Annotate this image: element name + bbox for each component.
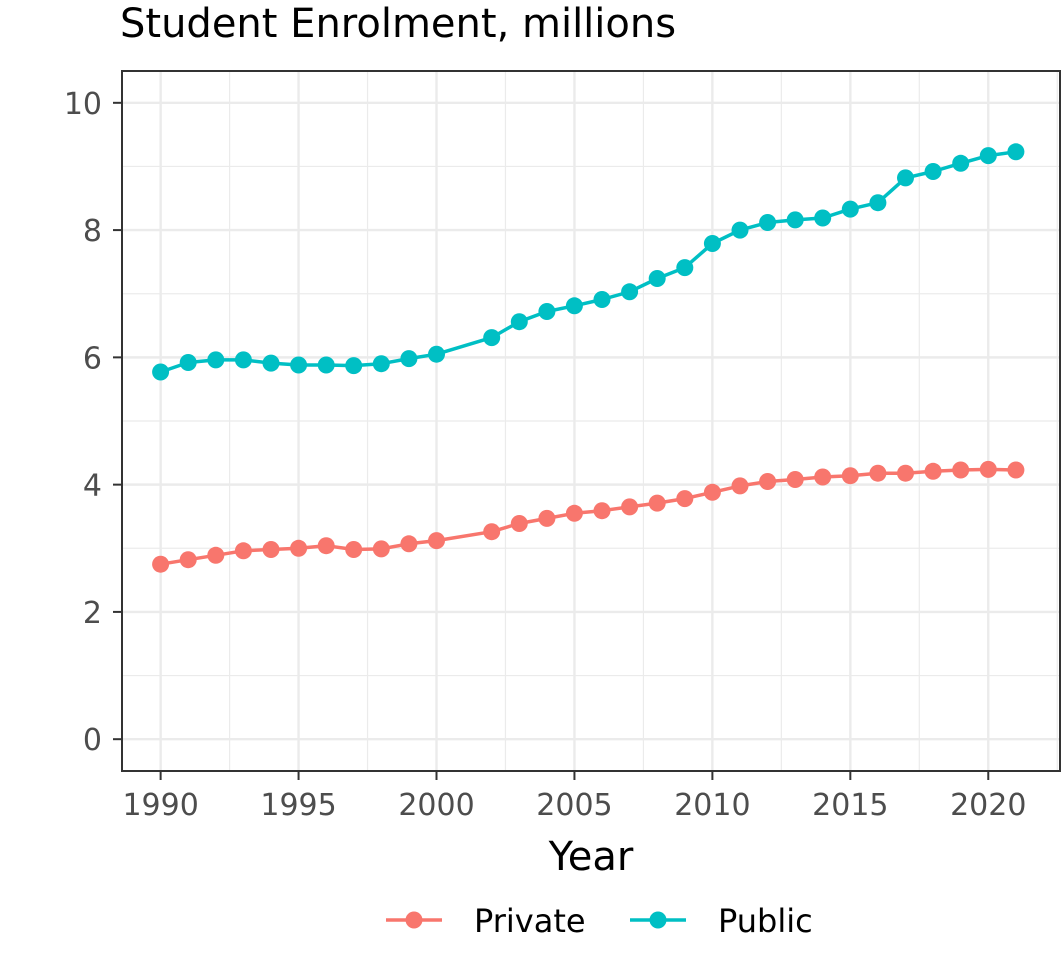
data-point-private	[290, 539, 308, 557]
data-point-public	[676, 259, 694, 277]
data-point-private	[786, 471, 804, 488]
legend-label-public: Public	[718, 902, 813, 940]
legend-item-public: Public	[630, 902, 813, 940]
data-point-private	[510, 515, 528, 532]
data-point-private	[952, 461, 970, 479]
data-point-private	[593, 502, 611, 520]
data-point-private	[152, 555, 170, 573]
x-tick-label: 2005	[536, 788, 612, 823]
data-point-private	[869, 464, 887, 482]
data-point-private	[676, 490, 694, 508]
legend-item-private: Private	[386, 902, 586, 940]
data-point-public	[703, 235, 721, 252]
series-layer	[152, 143, 1025, 573]
x-tick-label: 1995	[260, 788, 336, 823]
major-gridlines	[122, 71, 1060, 771]
x-tick-label: 2010	[674, 788, 750, 823]
data-point-public	[565, 297, 583, 315]
series-public	[152, 143, 1025, 381]
data-point-public	[593, 291, 611, 308]
data-point-private	[814, 468, 832, 486]
data-point-public	[841, 200, 859, 218]
data-point-public	[786, 211, 804, 229]
data-point-public	[924, 163, 942, 180]
data-point-public	[483, 329, 501, 347]
data-point-public	[759, 214, 777, 231]
data-point-private	[621, 498, 639, 516]
data-point-private	[759, 473, 777, 490]
data-point-private	[317, 537, 335, 555]
data-point-public	[179, 354, 197, 371]
x-tick-label: 2020	[950, 788, 1026, 823]
data-point-public	[152, 363, 170, 381]
y-tick-label: 6	[83, 341, 102, 376]
data-point-public	[1007, 143, 1025, 161]
data-point-private	[841, 467, 859, 485]
legend-label-private: Private	[474, 902, 586, 940]
data-point-public	[510, 313, 528, 331]
data-point-private	[648, 494, 666, 512]
data-point-public	[234, 351, 252, 369]
x-axis-title: Year	[548, 834, 634, 880]
data-point-private	[924, 462, 942, 480]
y-tick-label: 2	[83, 596, 102, 631]
data-point-private	[400, 535, 418, 553]
data-point-private	[207, 546, 225, 564]
data-point-private	[428, 532, 445, 550]
legend-key-point	[649, 911, 667, 929]
data-point-public	[979, 147, 997, 165]
data-point-public	[538, 303, 556, 320]
data-point-public	[648, 270, 666, 287]
y-tick-label: 0	[83, 723, 102, 758]
data-point-public	[869, 194, 887, 212]
data-point-private	[483, 523, 501, 541]
series-private	[152, 460, 1025, 573]
data-point-private	[179, 551, 197, 569]
y-tick-label: 8	[83, 214, 102, 249]
legend: Private Public	[386, 902, 813, 940]
data-point-public	[290, 356, 308, 374]
x-tick-label: 1990	[122, 788, 198, 823]
data-point-public	[731, 221, 749, 239]
data-point-private	[731, 477, 749, 495]
data-point-public	[345, 357, 363, 375]
data-point-public	[952, 154, 970, 172]
data-point-public	[207, 351, 225, 369]
data-point-private	[979, 460, 997, 478]
data-point-public	[428, 345, 445, 363]
data-point-public	[317, 356, 335, 374]
data-point-public	[897, 169, 914, 187]
data-point-private	[262, 541, 280, 558]
data-point-private	[538, 509, 556, 527]
y-axis: 0 2 4 6 8 10	[64, 87, 122, 758]
y-tick-label: 4	[83, 469, 102, 504]
data-point-private	[345, 541, 363, 558]
y-tick-label: 10	[64, 87, 102, 122]
data-point-private	[1007, 461, 1025, 479]
data-point-private	[565, 504, 583, 522]
data-point-private	[703, 483, 721, 501]
x-axis: 1990 1995 2000 2005 2010 2015 2020	[122, 771, 1026, 823]
data-point-public	[400, 350, 418, 368]
data-point-public	[814, 209, 832, 227]
x-tick-label: 2015	[812, 788, 888, 823]
chart-title: Student Enrolment, millions	[120, 1, 676, 47]
data-point-private	[234, 542, 252, 560]
plot-border	[121, 70, 1061, 772]
data-point-public	[372, 355, 390, 373]
x-tick-label: 2000	[398, 788, 474, 823]
data-point-private	[372, 540, 390, 558]
data-point-private	[897, 464, 914, 482]
data-point-public	[262, 354, 280, 372]
legend-key-point	[405, 911, 423, 929]
data-point-public	[621, 283, 639, 301]
